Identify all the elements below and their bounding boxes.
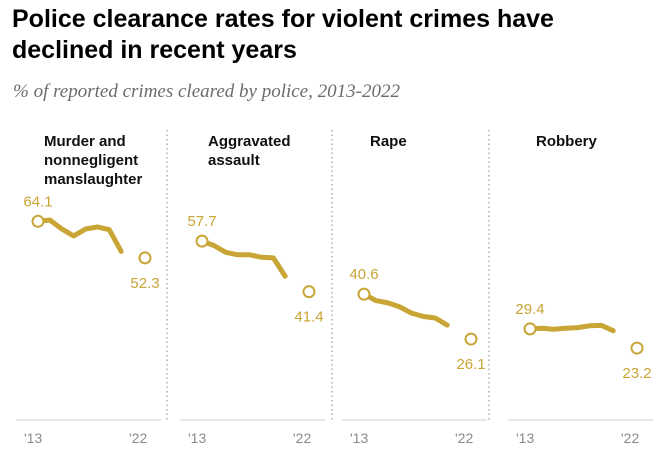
end-marker xyxy=(302,285,316,299)
end-value-label: 23.2 xyxy=(622,365,651,382)
start-marker xyxy=(357,287,371,301)
series-line xyxy=(527,322,616,334)
end-marker xyxy=(630,341,644,355)
start-value-label: 40.6 xyxy=(349,266,378,283)
panel-3: Rape '13 '22 40.6 26.1 xyxy=(342,133,487,446)
panel-title: Murder and nonnegligent manslaughter xyxy=(44,133,143,188)
end-marker xyxy=(464,332,478,346)
x-tick-label-end: '22 xyxy=(455,430,473,446)
chart-subtitle: % of reported crimes cleared by police, … xyxy=(13,81,400,102)
panel-1: Murder and nonnegligent manslaughter '13 '22… xyxy=(16,133,161,446)
series-line xyxy=(199,238,288,279)
end-marker xyxy=(138,251,152,265)
panel-title-line: manslaughter xyxy=(44,171,143,188)
x-tick-label-start: '13 xyxy=(350,430,368,446)
panel-title-line: Murder and xyxy=(44,133,126,150)
end-value-label: 41.4 xyxy=(294,309,323,326)
x-tick-label-end: '22 xyxy=(621,430,639,446)
x-tick-label-end: '22 xyxy=(129,430,147,446)
chart-title: Police clearance rates for violent crime… xyxy=(12,5,554,64)
panel-title: Rape xyxy=(370,133,407,150)
panel-title: Aggravated assault xyxy=(208,133,291,169)
x-tick-label-start: '13 xyxy=(516,430,534,446)
series-line xyxy=(35,217,124,254)
panel-title-line: Aggravated xyxy=(208,133,291,150)
end-value-label: 26.1 xyxy=(456,356,485,373)
panel-title-line: Rape xyxy=(370,133,407,150)
x-tick-label-end: '22 xyxy=(293,430,311,446)
panel-title: Robbery xyxy=(536,133,598,150)
start-marker xyxy=(523,322,537,336)
panel-title-line: assault xyxy=(208,152,260,169)
start-value-label: 29.4 xyxy=(515,301,544,318)
x-tick-label-start: '13 xyxy=(24,430,42,446)
start-marker xyxy=(31,214,45,228)
panel-title-line: Robbery xyxy=(536,133,598,150)
end-value-label: 52.3 xyxy=(130,275,159,292)
start-value-label: 64.1 xyxy=(23,193,52,210)
panel-2: Aggravated assault '13 '22 57.7 41.4 xyxy=(180,133,325,446)
start-value-label: 57.7 xyxy=(187,213,216,230)
start-marker xyxy=(195,234,209,248)
x-tick-label-start: '13 xyxy=(188,430,206,446)
series-line xyxy=(361,291,450,328)
panel-title-line: nonnegligent xyxy=(44,152,138,169)
panel-4: Robbery '13 '22 29.4 23.2 xyxy=(508,133,653,446)
